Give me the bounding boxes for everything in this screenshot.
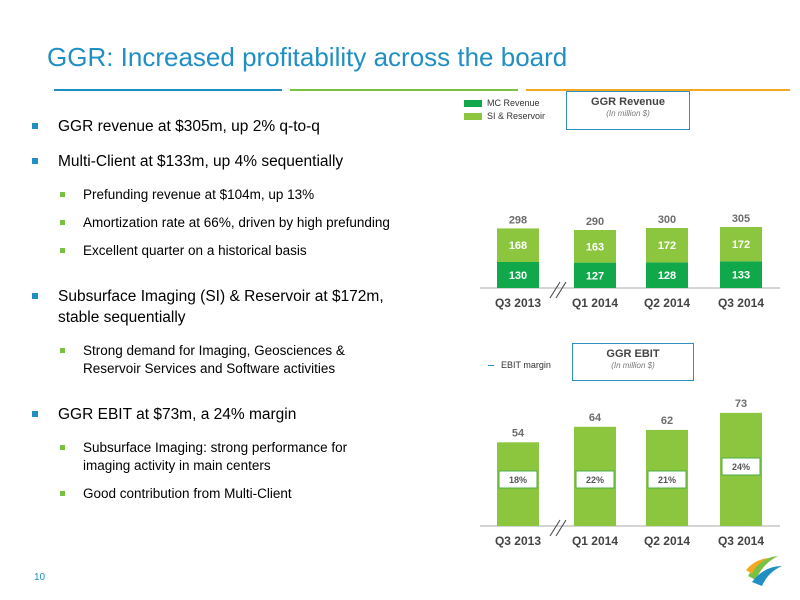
revenue-chart-title: GGR Revenue <box>591 96 665 108</box>
bullet-ggr-ebit: GGR EBIT at $73m, a 24% margin <box>30 404 395 425</box>
sub-bullet-strong-demand: Strong demand for Imaging, Geosciences &… <box>30 342 395 378</box>
sub-bullet-amortization: Amortization rate at 66%, driven by high… <box>30 214 395 232</box>
revenue-axis-break-2 <box>555 281 567 299</box>
sub-bullet-subsurface-imaging: Subsurface Imaging: strong performance f… <box>30 439 395 475</box>
legend-mc-revenue: MC Revenue <box>464 98 540 108</box>
ebit-margin-label: 18% <box>509 475 527 485</box>
ebit-margin-label: 21% <box>658 475 676 485</box>
legend-swatch-mc <box>464 99 482 107</box>
ebit-chart-subtitle: (In million $) <box>611 361 655 370</box>
bullet-multi-client: Multi-Client at $133m, up 4% sequentiall… <box>30 151 395 172</box>
revenue-chart-title-box: GGR Revenue (In million $) <box>566 91 690 130</box>
logo-leaf-blue <box>752 566 782 586</box>
legend-swatch-si <box>464 112 482 120</box>
logo-leaf-green <box>748 556 778 580</box>
title-underline-green <box>290 89 518 91</box>
revenue-label-si: 168 <box>509 240 527 252</box>
sub-bullet-excellent-quarter: Excellent quarter on a historical basis <box>30 242 395 260</box>
company-logo <box>744 552 784 593</box>
legend-label-ebit-margin: EBIT margin <box>501 360 551 370</box>
ebit-margin-box <box>647 470 687 489</box>
revenue-chart-subtitle: (In million $) <box>606 109 650 118</box>
ebit-axis-break-2 <box>555 519 567 537</box>
ebit-label-value: 64 <box>589 412 602 424</box>
revenue-chart: 130 168 298 Q3 2013 127 163 290 Q1 2014 128 172 30… <box>480 213 780 310</box>
ebit-margin-label: 22% <box>586 475 604 485</box>
revenue-label-total: 298 <box>509 214 527 226</box>
sub-bullet-good-contribution: Good contribution from Multi-Client <box>30 485 395 503</box>
ebit-chart-title-box: GGR EBIT (In million $) <box>572 343 694 381</box>
revenue-label-mc: 127 <box>586 270 604 282</box>
revenue-tick-label: Q3 2014 <box>718 296 764 310</box>
revenue-tick-label: Q2 2014 <box>644 296 690 310</box>
revenue-bar-mc <box>497 262 539 288</box>
ebit-margin-box <box>721 457 761 476</box>
legend-label-si: SI & Reservoir <box>487 111 546 121</box>
page-number: 10 <box>34 572 46 583</box>
revenue-bar-mc <box>646 262 688 288</box>
logo-leaf-orange <box>746 558 768 574</box>
legend-swatch-ebit-margin <box>488 364 494 366</box>
title-underline-orange <box>526 89 790 91</box>
revenue-label-mc: 130 <box>509 270 527 282</box>
revenue-bar-si <box>720 227 762 262</box>
legend-label-mc: MC Revenue <box>487 98 540 108</box>
page-title: GGR: Increased profitability across the … <box>47 42 568 72</box>
ebit-label-value: 62 <box>661 415 673 427</box>
bullet-ggr-revenue: GGR revenue at $305m, up 2% q-to-q <box>30 116 395 137</box>
ebit-tick-label: Q3 2013 <box>495 534 541 548</box>
bullet-si-reservoir: Subsurface Imaging (SI) & Reservoir at $… <box>30 286 395 328</box>
title-underline-blue <box>54 89 282 91</box>
revenue-label-mc: 128 <box>658 270 676 282</box>
ebit-margin-box <box>575 470 615 489</box>
revenue-bar-si <box>574 230 616 263</box>
revenue-label-si: 163 <box>586 241 604 253</box>
revenue-label-total: 305 <box>732 213 750 225</box>
ebit-margin-box <box>498 470 538 489</box>
ebit-label-value: 54 <box>512 427 525 439</box>
bullet-list: GGR revenue at $305m, up 2% q-to-q Multi… <box>30 116 395 513</box>
revenue-axis-break-1 <box>549 281 561 299</box>
ebit-axis-break-1 <box>549 519 561 537</box>
legend-ebit-margin: EBIT margin <box>488 360 551 370</box>
ebit-label-value: 73 <box>735 398 747 410</box>
revenue-tick-label: Q3 2013 <box>495 296 541 310</box>
revenue-label-total: 290 <box>586 216 604 228</box>
ebit-chart: 54 18% Q3 2013 64 22% Q1 2014 62 21% Q2 2014 73 24… <box>480 398 780 548</box>
ebit-tick-label: Q2 2014 <box>644 534 690 548</box>
legend-si-reservoir: SI & Reservoir <box>464 111 545 121</box>
ebit-chart-title: GGR EBIT <box>606 348 660 360</box>
revenue-label-si: 172 <box>732 239 750 251</box>
ebit-tick-label: Q1 2014 <box>572 534 618 548</box>
ebit-tick-label: Q3 2014 <box>718 534 764 548</box>
ebit-margin-label: 24% <box>732 462 750 472</box>
revenue-bar-mc <box>574 262 616 288</box>
revenue-label-si: 172 <box>658 240 676 252</box>
revenue-bar-si <box>646 228 688 263</box>
sub-bullet-prefunding: Prefunding revenue at $104m, up 13% <box>30 186 395 204</box>
revenue-bar-si <box>497 228 539 262</box>
revenue-label-total: 300 <box>658 214 676 226</box>
revenue-tick-label: Q1 2014 <box>572 296 618 310</box>
revenue-bar-mc <box>720 261 762 288</box>
revenue-label-mc: 133 <box>732 270 750 282</box>
